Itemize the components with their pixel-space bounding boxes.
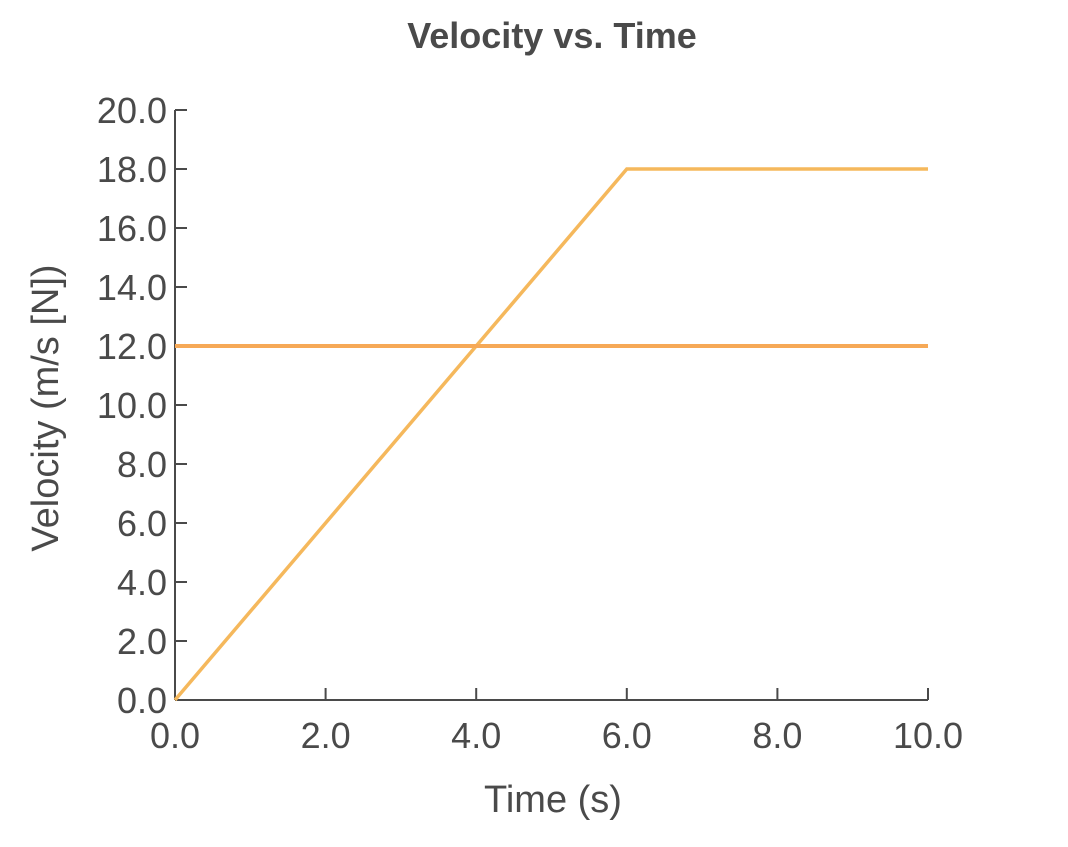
y-tick-label: 4.0: [117, 562, 167, 603]
x-tick-label: 6.0: [602, 715, 652, 756]
y-tick-label: 10.0: [97, 385, 167, 426]
y-tick-label: 16.0: [97, 208, 167, 249]
x-tick-label: 4.0: [451, 715, 501, 756]
y-tick-label: 14.0: [97, 267, 167, 308]
chart-title: Velocity vs. Time: [407, 15, 697, 56]
series-line-1: [173, 167, 928, 702]
x-axis: 0.0 2.0 4.0 6.0 8.0 10.0: [150, 688, 963, 756]
y-axis: 0.0 2.0 4.0 6.0 8.0 10.0 12.0 14.0 16.0 18.0 20.0: [97, 90, 187, 721]
x-tick-label: 2.0: [301, 715, 351, 756]
x-tick-label: 8.0: [752, 715, 802, 756]
y-tick-label: 12.0: [97, 326, 167, 367]
x-tick-label: 0.0: [150, 715, 200, 756]
x-axis-title: Time (s): [484, 779, 622, 821]
y-axis-title: Velocity (m/s [N]): [25, 264, 67, 551]
y-tick-label: 0.0: [117, 680, 167, 721]
x-tick-label: 10.0: [893, 715, 963, 756]
y-tick-label: 6.0: [117, 503, 167, 544]
y-tick-label: 8.0: [117, 444, 167, 485]
y-tick-label: 18.0: [97, 149, 167, 190]
series-lines: [173, 167, 928, 702]
y-tick-label: 20.0: [97, 90, 167, 131]
y-tick-label: 2.0: [117, 621, 167, 662]
